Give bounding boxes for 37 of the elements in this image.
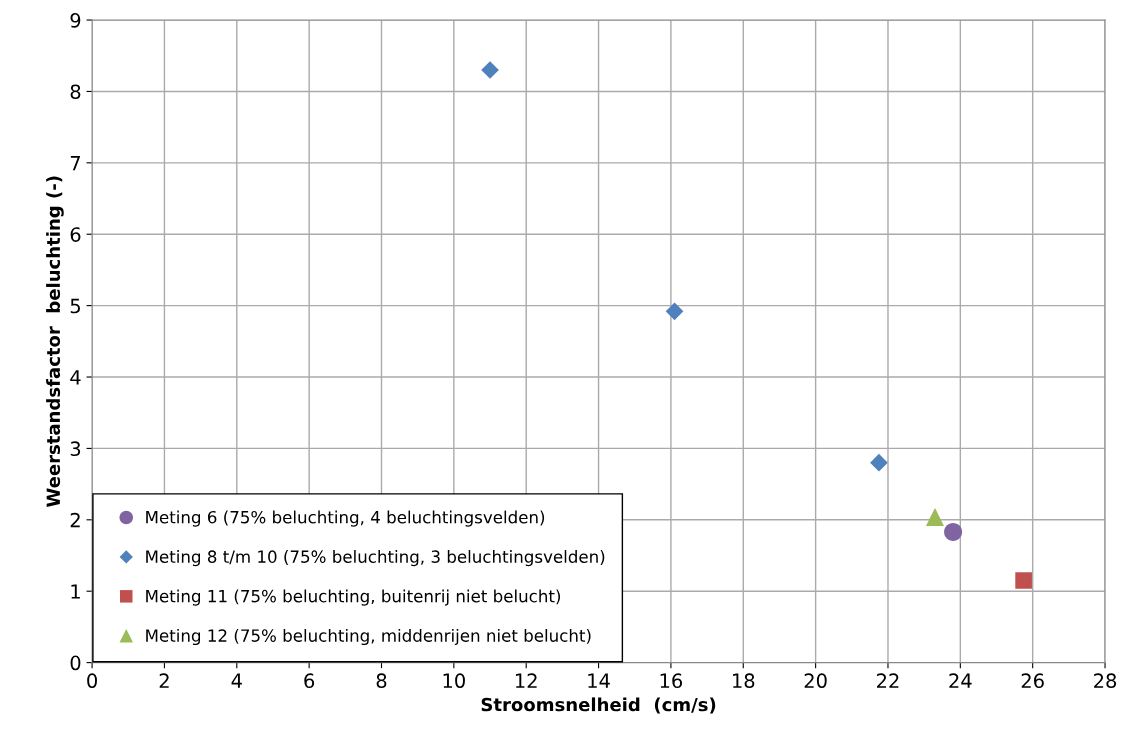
legend-label: Meting 12 (75% beluchting, middenrijen niet belucht): [146, 628, 591, 646]
x-tick-label: 0: [87, 673, 97, 689]
x-tick-label: 2: [159, 673, 169, 688]
legend-label: Meting 8 t/m 10 (75% beluchting, 3 beluchtingsvelden): [146, 550, 605, 567]
legend-label: Meting 11 (75% beluchting, buitenrij niet belucht): [146, 589, 561, 606]
legend-label: Meting 6 (75% beluchting, 4 beluchtingsvelden): [146, 510, 545, 527]
y-tick-label: 9: [70, 12, 81, 28]
y-tick-label: 8: [70, 84, 81, 100]
x-tick-label: 10: [443, 673, 465, 689]
y-tick-label: 2: [70, 512, 80, 528]
y-tick-label: 1: [71, 584, 80, 599]
y-tick-label: 6: [70, 227, 81, 242]
x-tick-label: 8: [376, 673, 387, 689]
y-tick-label: 3: [70, 441, 81, 457]
x-axis-title: Stroomsnelheid (cm/s): [481, 697, 716, 714]
x-tick-label: 14: [588, 673, 610, 688]
point: [925, 507, 945, 526]
point: [944, 522, 963, 541]
y-tick-label: 4: [70, 370, 81, 385]
x-tick-label: 6: [304, 673, 315, 689]
x-tick-label: 12: [515, 673, 537, 688]
x-tick-label: 26: [1021, 673, 1044, 689]
y-tick-label: 5: [70, 298, 80, 314]
y-tick-label: 7: [70, 156, 81, 171]
x-tick-label: 24: [949, 673, 972, 688]
point: [1015, 572, 1032, 589]
y-tick-label: 0: [70, 655, 81, 671]
x-tick-label: 4: [231, 673, 242, 688]
x-tick-label: 18: [733, 673, 755, 689]
x-tick-label: 16: [660, 673, 683, 689]
x-tick-label: 22: [877, 673, 899, 688]
point: [665, 302, 684, 321]
x-tick-label: 20: [804, 673, 827, 689]
point: [870, 453, 888, 472]
x-tick-label: 28: [1094, 673, 1117, 689]
y-axis-title: Weerstandsfactor beluchting (-): [46, 176, 64, 508]
point: [481, 61, 499, 79]
